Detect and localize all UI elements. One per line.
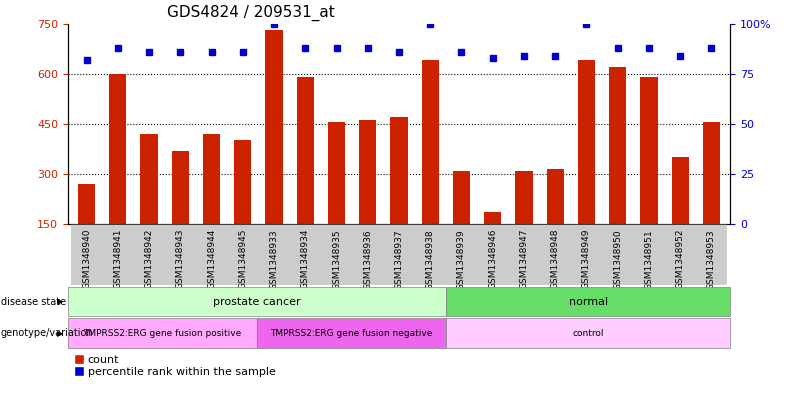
Bar [109,73,126,274]
Bar [133,224,164,285]
Bar [539,224,571,285]
Text: GSM1348947: GSM1348947 [519,229,528,289]
Bar [359,120,377,274]
Text: TMPRSS2:ERG gene fusion positive: TMPRSS2:ERG gene fusion positive [83,329,242,338]
Text: control: control [572,329,604,338]
Bar [446,318,730,348]
Legend: count, percentile rank within the sample: count, percentile rank within the sample [73,355,275,377]
Text: GSM1348933: GSM1348933 [270,229,279,290]
Bar [266,30,282,274]
Bar [634,224,665,285]
Bar [446,224,477,285]
Bar [71,224,102,285]
Bar [602,224,634,285]
Bar [383,224,415,285]
Text: genotype/variation: genotype/variation [1,328,93,338]
Text: GSM1348942: GSM1348942 [144,229,153,289]
Bar [516,171,532,274]
Text: GSM1348941: GSM1348941 [113,229,122,289]
Bar [640,77,658,274]
Bar [547,169,564,274]
Text: GDS4824 / 209531_at: GDS4824 / 209531_at [167,5,335,21]
Bar [172,151,189,274]
Text: normal: normal [569,297,608,307]
Bar [672,157,689,274]
Text: GSM1348945: GSM1348945 [239,229,247,289]
Text: GSM1348948: GSM1348948 [551,229,559,289]
Bar [102,224,133,285]
Text: GSM1348950: GSM1348950 [613,229,622,290]
Text: GSM1348934: GSM1348934 [301,229,310,289]
Text: GSM1348938: GSM1348938 [426,229,435,290]
Bar [203,134,220,274]
Bar [227,224,259,285]
Bar [78,184,95,274]
Text: ▶: ▶ [57,329,64,338]
Bar [508,224,539,285]
Text: GSM1348946: GSM1348946 [488,229,497,289]
Bar [571,224,602,285]
Bar [328,122,345,274]
Bar [259,224,290,285]
Text: GSM1348939: GSM1348939 [457,229,466,290]
Bar [257,318,446,348]
Bar [609,67,626,274]
Bar [234,140,251,274]
Text: GSM1348935: GSM1348935 [332,229,341,290]
Bar [196,224,227,285]
Text: disease state: disease state [1,297,66,307]
Bar [321,224,352,285]
Text: GSM1348952: GSM1348952 [676,229,685,289]
Bar [140,134,158,274]
Bar [477,224,508,285]
Text: GSM1348944: GSM1348944 [207,229,216,289]
Text: GSM1348949: GSM1348949 [582,229,591,289]
Bar [696,224,727,285]
Bar [68,287,446,316]
Bar [164,224,196,285]
Bar [665,224,696,285]
Text: GSM1348951: GSM1348951 [645,229,654,290]
Text: GSM1348943: GSM1348943 [176,229,185,289]
Bar [415,224,446,285]
Text: TMPRSS2:ERG gene fusion negative: TMPRSS2:ERG gene fusion negative [271,329,433,338]
Bar [421,60,439,274]
Bar [578,60,595,274]
Bar [446,287,730,316]
Bar [484,212,501,274]
Bar [453,171,470,274]
Bar [290,224,321,285]
Text: GSM1348937: GSM1348937 [394,229,404,290]
Text: ▶: ▶ [57,297,64,306]
Bar [352,224,383,285]
Bar [390,117,408,274]
Text: GSM1348936: GSM1348936 [363,229,372,290]
Bar [68,318,257,348]
Text: prostate cancer: prostate cancer [213,297,301,307]
Bar [703,122,720,274]
Text: GSM1348953: GSM1348953 [707,229,716,290]
Text: GSM1348940: GSM1348940 [82,229,91,289]
Bar [297,77,314,274]
